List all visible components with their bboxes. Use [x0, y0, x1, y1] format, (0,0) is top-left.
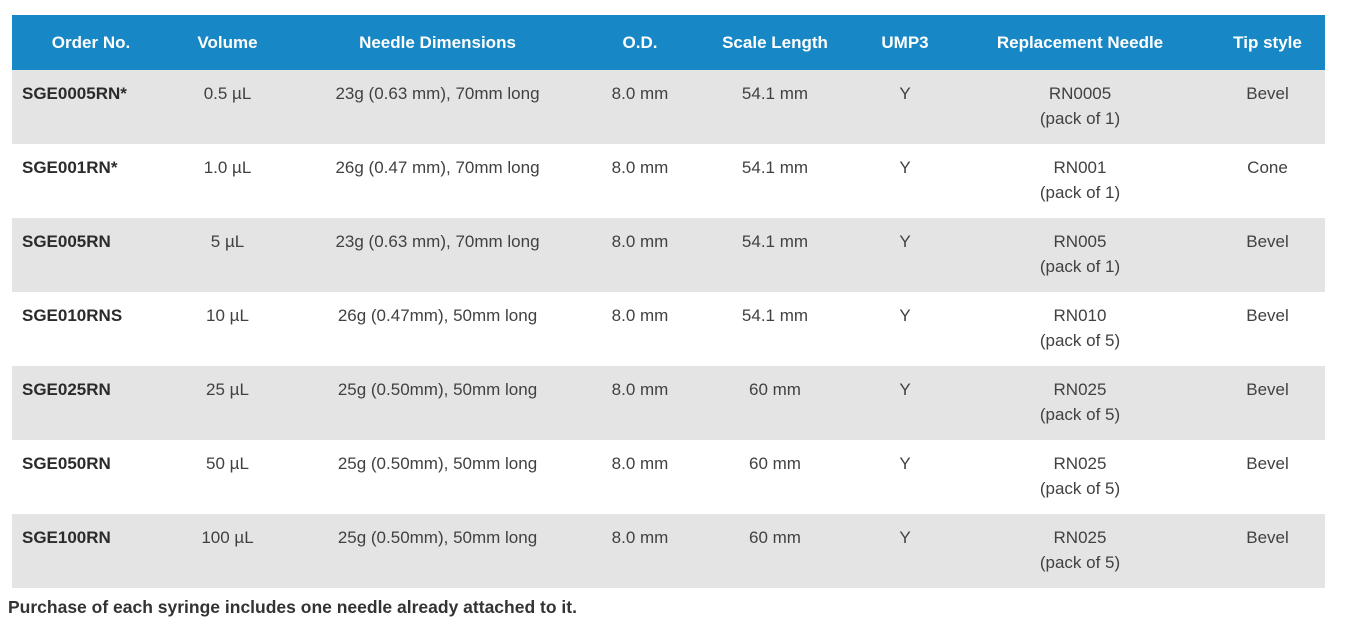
cell-ump3: Y — [899, 232, 911, 251]
replacement-needle-code: RN025 — [1053, 454, 1107, 473]
table-row: SGE025RN 25 µL 25g (0.50mm), 50mm long 8… — [12, 366, 1325, 440]
cell-scale-length: 54.1 mm — [741, 232, 809, 251]
cell-volume: 25 µL — [206, 380, 249, 399]
cell-needle-dimensions: 23g (0.63 mm), 70mm long — [335, 232, 540, 251]
cell-replacement-needle: RN025 (pack of 5) — [950, 440, 1210, 514]
cell-needle-dimensions: 23g (0.63 mm), 70mm long — [335, 84, 540, 103]
cell-replacement-needle: RN005 (pack of 1) — [950, 218, 1210, 292]
cell-scale-length: 54.1 mm — [741, 84, 809, 103]
replacement-needle-code: RN025 — [1053, 380, 1107, 399]
cell-order-no: SGE050RN — [22, 454, 111, 473]
cell-scale-length: 54.1 mm — [741, 158, 809, 177]
cell-needle-dimensions: 25g (0.50mm), 50mm long — [337, 528, 538, 547]
cell-od: 8.0 mm — [611, 232, 669, 251]
footnote: Purchase of each syringe includes one ne… — [8, 597, 577, 617]
cell-volume: 0.5 µL — [203, 84, 252, 103]
cell-replacement-needle: RN0005 (pack of 1) — [950, 70, 1210, 144]
table-header: Order No. Volume Needle Dimensions O.D. … — [12, 15, 1325, 70]
replacement-needle-code: RN005 — [1053, 232, 1107, 251]
cell-od: 8.0 mm — [611, 84, 669, 103]
cell-scale-length: 60 mm — [749, 380, 801, 399]
table-row: SGE010RNS 10 µL 26g (0.47mm), 50mm long … — [12, 292, 1325, 366]
replacement-needle-pack: (pack of 5) — [1039, 479, 1121, 498]
cell-ump3: Y — [899, 454, 911, 473]
product-spec-table: Order No. Volume Needle Dimensions O.D. … — [12, 15, 1325, 588]
table-row: SGE100RN 100 µL 25g (0.50mm), 50mm long … — [12, 514, 1325, 588]
column-header-needle-dimensions: Needle Dimensions — [285, 15, 590, 70]
table-row: SGE050RN 50 µL 25g (0.50mm), 50mm long 8… — [12, 440, 1325, 514]
cell-volume: 50 µL — [206, 454, 249, 473]
replacement-needle-pack: (pack of 5) — [1039, 331, 1121, 350]
cell-replacement-needle: RN001 (pack of 1) — [950, 144, 1210, 218]
table-row: SGE0005RN* 0.5 µL 23g (0.63 mm), 70mm lo… — [12, 70, 1325, 144]
cell-needle-dimensions: 25g (0.50mm), 50mm long — [337, 380, 538, 399]
column-header-volume: Volume — [170, 15, 285, 70]
column-header-tip-style: Tip style — [1210, 15, 1325, 70]
replacement-needle-pack: (pack of 1) — [1039, 183, 1121, 202]
cell-ump3: Y — [899, 528, 911, 547]
cell-od: 8.0 mm — [611, 454, 669, 473]
cell-tip-style: Bevel — [1246, 380, 1289, 399]
cell-ump3: Y — [899, 380, 911, 399]
cell-volume: 1.0 µL — [203, 158, 252, 177]
cell-needle-dimensions: 26g (0.47mm), 50mm long — [337, 306, 538, 325]
cell-od: 8.0 mm — [611, 306, 669, 325]
cell-tip-style: Bevel — [1246, 528, 1289, 547]
cell-order-no: SGE005RN — [22, 232, 111, 251]
column-header-od: O.D. — [590, 15, 690, 70]
column-header-scale-length: Scale Length — [690, 15, 860, 70]
column-header-ump3: UMP3 — [860, 15, 950, 70]
cell-replacement-needle: RN010 (pack of 5) — [950, 292, 1210, 366]
cell-ump3: Y — [899, 306, 911, 325]
cell-tip-style: Cone — [1247, 158, 1288, 177]
cell-od: 8.0 mm — [611, 158, 669, 177]
cell-volume: 10 µL — [206, 306, 249, 325]
cell-scale-length: 60 mm — [749, 528, 801, 547]
column-header-replacement-needle: Replacement Needle — [950, 15, 1210, 70]
cell-scale-length: 54.1 mm — [741, 306, 809, 325]
cell-tip-style: Bevel — [1246, 84, 1289, 103]
cell-volume: 100 µL — [201, 528, 254, 547]
replacement-needle-code: RN001 — [1053, 158, 1107, 177]
cell-replacement-needle: RN025 (pack of 5) — [950, 366, 1210, 440]
header-row: Order No. Volume Needle Dimensions O.D. … — [12, 15, 1325, 70]
spec-table-container: Order No. Volume Needle Dimensions O.D. … — [12, 15, 1325, 588]
replacement-needle-code: RN010 — [1053, 306, 1107, 325]
cell-needle-dimensions: 26g (0.47 mm), 70mm long — [335, 158, 540, 177]
cell-order-no: SGE100RN — [22, 528, 111, 547]
replacement-needle-code: RN025 — [1053, 528, 1107, 547]
cell-tip-style: Bevel — [1246, 306, 1289, 325]
cell-order-no: SGE010RNS — [22, 306, 123, 325]
cell-od: 8.0 mm — [611, 380, 669, 399]
cell-tip-style: Bevel — [1246, 454, 1289, 473]
cell-order-no: SGE001RN* — [22, 158, 118, 177]
table-body: SGE0005RN* 0.5 µL 23g (0.63 mm), 70mm lo… — [12, 70, 1325, 588]
cell-replacement-needle: RN025 (pack of 5) — [950, 514, 1210, 588]
cell-od: 8.0 mm — [611, 528, 669, 547]
table-row: SGE001RN* 1.0 µL 26g (0.47 mm), 70mm lon… — [12, 144, 1325, 218]
cell-volume: 5 µL — [210, 232, 245, 251]
table-row: SGE005RN 5 µL 23g (0.63 mm), 70mm long 8… — [12, 218, 1325, 292]
replacement-needle-pack: (pack of 5) — [1039, 405, 1121, 424]
cell-needle-dimensions: 25g (0.50mm), 50mm long — [337, 454, 538, 473]
cell-tip-style: Bevel — [1246, 232, 1289, 251]
replacement-needle-code: RN0005 — [1048, 84, 1112, 103]
replacement-needle-pack: (pack of 5) — [1039, 553, 1121, 572]
column-header-order-no: Order No. — [12, 15, 170, 70]
replacement-needle-pack: (pack of 1) — [1039, 109, 1121, 128]
cell-order-no: SGE0005RN* — [22, 84, 127, 103]
cell-order-no: SGE025RN — [22, 380, 111, 399]
cell-scale-length: 60 mm — [749, 454, 801, 473]
cell-ump3: Y — [899, 158, 911, 177]
replacement-needle-pack: (pack of 1) — [1039, 257, 1121, 276]
cell-ump3: Y — [899, 84, 911, 103]
